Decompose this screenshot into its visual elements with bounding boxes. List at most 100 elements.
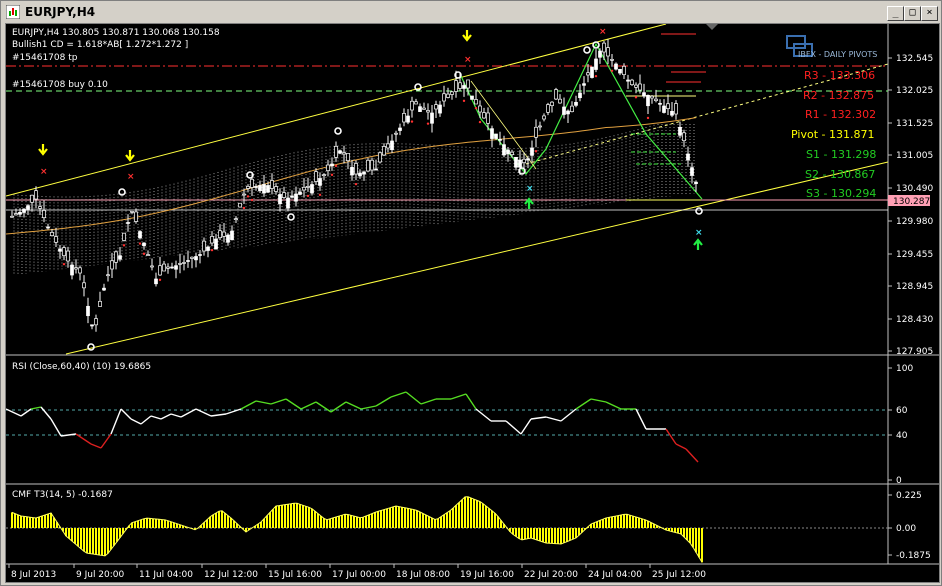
rsi-line-segment — [160, 413, 172, 420]
rsi-line-segment — [270, 398, 287, 405]
swing-point — [695, 207, 703, 215]
candle-body — [310, 184, 314, 194]
rsi-line-segment — [40, 406, 52, 420]
cmf-panel — [6, 496, 888, 563]
fractal-dot — [330, 173, 334, 177]
candle-body — [238, 202, 242, 208]
candle-body — [374, 168, 378, 171]
candle-body — [30, 194, 34, 203]
cmf-axis-label: -0.1875 — [896, 551, 931, 561]
candle-body — [546, 104, 550, 113]
rsi-line-segment — [30, 406, 42, 410]
signal-x-mark: × — [40, 167, 48, 177]
pivot-labels: R3 - 133.306 R2 - 132.875 R1 - 132.302 Pivo… — [791, 69, 876, 200]
fractal-dot — [318, 193, 322, 197]
fractal-dot — [306, 194, 310, 198]
candle-body — [674, 103, 678, 115]
time-tick-label: 9 Jul 20:00 — [76, 570, 125, 580]
candle-body — [306, 186, 310, 188]
rsi-line-segment — [605, 401, 622, 410]
candle-body — [342, 152, 346, 155]
fractal-dot — [158, 278, 162, 282]
fractal-dot — [426, 122, 430, 125]
candle-body — [554, 89, 558, 100]
close-button[interactable]: × — [921, 6, 938, 21]
candle-body — [586, 72, 590, 76]
candle-body — [418, 106, 422, 112]
fractal-dot — [354, 182, 358, 186]
swing-point — [414, 83, 422, 91]
candle-body — [18, 211, 22, 215]
title-bar[interactable]: EURJPY,H4 _ □ × — [3, 3, 939, 21]
rsi-axis-label: 60 — [896, 406, 908, 416]
pivot-label: R3 - 133.306 — [804, 69, 875, 82]
rsi-line-segment — [390, 391, 407, 398]
candle-body — [642, 92, 646, 97]
main-chart-overlays — [6, 24, 889, 355]
candle-body — [206, 246, 210, 251]
fractal-dot — [646, 116, 650, 120]
candle-body — [526, 158, 530, 161]
candle-body — [402, 113, 406, 123]
rsi-line-segment — [75, 433, 92, 445]
price-candles — [10, 39, 698, 332]
rsi-line-segment — [315, 401, 332, 413]
candle-body — [678, 126, 682, 136]
candle-body — [134, 211, 138, 222]
signal-arrow-up — [524, 197, 534, 209]
candle-body — [226, 234, 230, 243]
rsi-line-segment — [450, 393, 467, 400]
chart-area[interactable]: × × × × × × EURJPY,H4 130.805 130.871 130.068… — [5, 23, 940, 583]
rsi-line-segment — [90, 443, 102, 449]
candle-body — [182, 262, 186, 264]
candle-body — [482, 112, 486, 119]
maximize-button[interactable]: □ — [904, 6, 921, 21]
channel-upper — [6, 24, 667, 197]
candle-body — [22, 208, 26, 213]
candle-body — [450, 91, 454, 95]
candle-body — [570, 105, 574, 113]
rsi-line-segment — [545, 416, 562, 422]
candle-body — [378, 152, 382, 163]
candle-body — [94, 318, 98, 326]
candle-body — [202, 240, 206, 252]
rsi-line-segment — [635, 408, 647, 430]
candle-body — [486, 112, 490, 124]
candle-body — [670, 110, 674, 116]
candle-body — [14, 213, 18, 216]
candle-body — [158, 265, 162, 276]
signal-arrow-up — [693, 238, 703, 250]
signal-x-mark: × — [127, 172, 135, 182]
fractal-dot — [462, 99, 466, 103]
candle-body — [286, 197, 290, 209]
pivot-label: Pivot - 131.871 — [791, 128, 874, 141]
rsi-line-segment — [675, 443, 687, 450]
chart-canvas[interactable]: × × × × × × EURJPY,H4 130.805 130.871 130.068… — [6, 24, 939, 582]
candle-body — [522, 158, 526, 164]
candle-body — [562, 106, 566, 115]
window-title: EURJPY,H4 — [25, 5, 96, 19]
cmf-line — [11, 496, 703, 563]
candle-body — [590, 66, 594, 78]
candle-body — [154, 278, 158, 285]
candle-body — [194, 256, 198, 261]
candle-body — [370, 159, 374, 171]
candle-body — [438, 104, 442, 114]
candle-body — [262, 184, 266, 194]
candle-body — [210, 236, 214, 244]
current-price-marker: 130.287 — [888, 195, 930, 207]
candle-body — [382, 146, 386, 156]
cmf-axis-label: 0.00 — [896, 524, 916, 534]
candle-body — [150, 265, 154, 268]
candle-body — [462, 85, 466, 89]
candle-body — [610, 59, 614, 61]
minimize-button[interactable]: _ — [887, 6, 904, 21]
candle-body — [662, 105, 666, 113]
candle-body — [330, 163, 334, 167]
candle-body — [298, 191, 302, 195]
rsi-line-segment — [210, 413, 227, 417]
candle-body — [650, 95, 654, 99]
rsi-line-segment — [330, 401, 347, 413]
candle-body — [170, 266, 174, 269]
rsi-line-segment — [375, 396, 392, 407]
